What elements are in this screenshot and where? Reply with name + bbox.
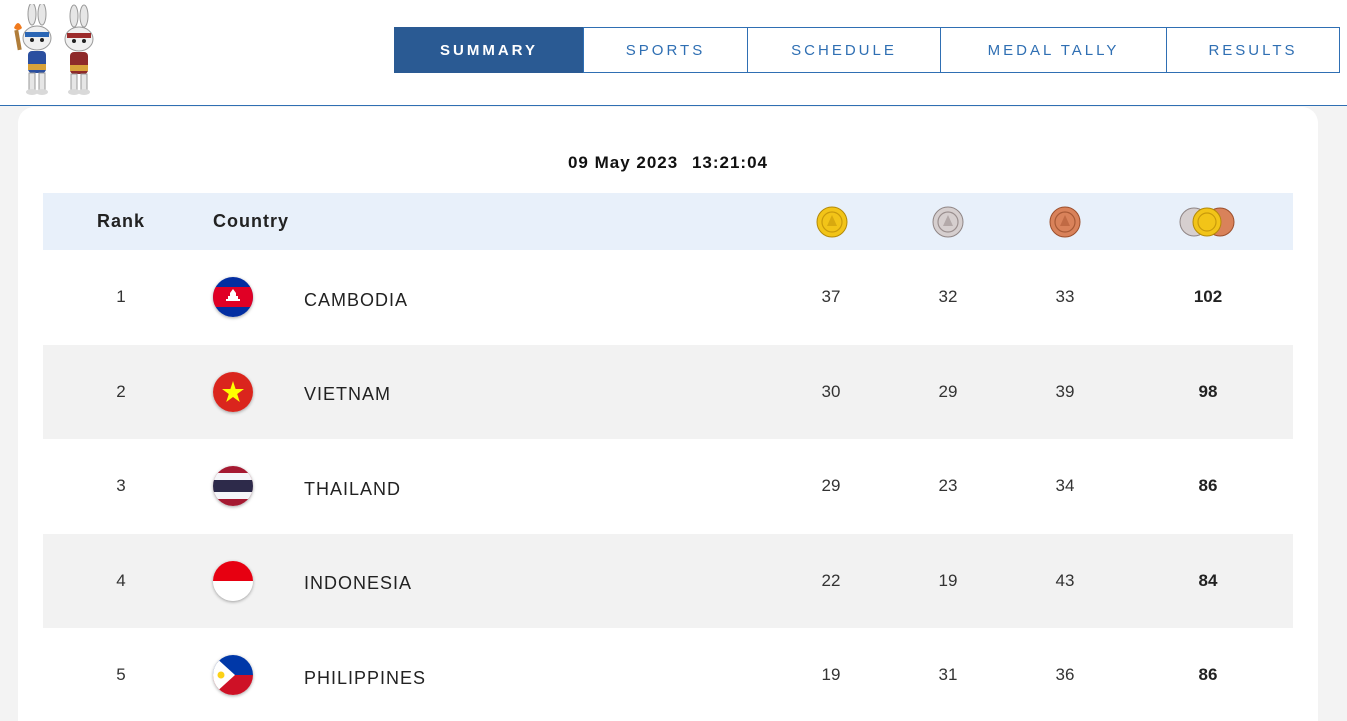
flag-cell [213, 345, 253, 440]
mascot-logo[interactable] [10, 2, 110, 96]
total-count: 102 [1193, 287, 1223, 307]
philippines-flag-icon [213, 655, 253, 696]
table-row[interactable]: 2 VIETNAM 30 29 39 98 [43, 344, 1293, 440]
medal-table: Rank Country 1 CAMBODIA 3 [43, 193, 1293, 721]
tab-results[interactable]: RESULTS [1166, 27, 1340, 73]
country-name[interactable]: PHILIPPINES [304, 667, 427, 688]
tab-summary[interactable]: SUMMARY [394, 27, 584, 73]
total-count: 98 [1198, 381, 1218, 401]
silver-count: 19 [938, 570, 958, 590]
rank-cell: 2 [116, 381, 126, 401]
gold-count: 37 [821, 287, 841, 307]
total-count: 86 [1198, 476, 1218, 496]
silver-count: 32 [938, 287, 958, 307]
bronze-count: 34 [1055, 476, 1075, 496]
tab-summary-label: SUMMARY [440, 41, 538, 59]
bronze-count: 39 [1055, 381, 1075, 401]
tab-medal-tally[interactable]: MEDAL TALLY [940, 27, 1167, 73]
rank-cell: 4 [116, 570, 126, 590]
timestamp-time: 13:21:04 [691, 153, 769, 172]
tab-sports-label: SPORTS [625, 41, 706, 59]
vietnam-flag-icon [213, 371, 253, 412]
bronze-medal-icon[interactable] [1049, 193, 1081, 250]
silver-count: 31 [938, 665, 958, 685]
flag-cell [213, 439, 253, 534]
silver-count: 23 [938, 476, 958, 496]
table-row[interactable]: 1 CAMBODIA 37 32 33 102 [43, 250, 1293, 345]
flag-cell [213, 534, 253, 629]
bronze-count: 33 [1055, 287, 1075, 307]
cambodia-flag-icon [213, 277, 253, 318]
total-medals-icon[interactable] [1178, 193, 1236, 250]
total-count: 86 [1198, 665, 1218, 685]
gold-count: 29 [821, 476, 841, 496]
site-header: SUMMARY SPORTS SCHEDULE MEDAL TALLY RESU… [0, 0, 1347, 106]
bronze-count: 36 [1055, 665, 1075, 685]
rank-cell: 5 [116, 665, 126, 685]
tab-results-label: RESULTS [1208, 41, 1298, 59]
medal-table-card: 09 May 2023 13:21:04 Rank Country 1 [18, 107, 1318, 721]
tab-schedule-label: SCHEDULE [791, 41, 897, 59]
table-row[interactable]: 3 THAILAND 29 23 34 86 [43, 439, 1293, 534]
rank-column-header[interactable]: Rank [96, 211, 145, 231]
silver-medal-icon[interactable] [932, 193, 964, 250]
thailand-flag-icon [213, 466, 253, 507]
country-name[interactable]: VIETNAM [304, 384, 392, 405]
rank-cell: 3 [116, 476, 126, 496]
country-column-header[interactable]: Country [213, 211, 289, 231]
table-row[interactable]: 5 PHILIPPINES 19 31 36 86 [43, 628, 1293, 721]
table-row[interactable]: 4 INDONESIA 22 19 43 84 [43, 533, 1293, 629]
flag-cell [213, 250, 253, 345]
bronze-count: 43 [1055, 570, 1075, 590]
table-header-row: Rank Country [43, 193, 1293, 250]
country-name[interactable]: THAILAND [304, 478, 402, 499]
tab-schedule[interactable]: SCHEDULE [747, 27, 941, 73]
gold-medal-icon[interactable] [816, 193, 848, 250]
total-count: 84 [1198, 570, 1218, 590]
gold-count: 19 [821, 665, 841, 685]
silver-count: 29 [938, 381, 958, 401]
country-name[interactable]: INDONESIA [304, 573, 413, 594]
tab-medal-tally-label: MEDAL TALLY [987, 41, 1120, 59]
gold-count: 22 [821, 570, 841, 590]
indonesia-flag-icon [213, 560, 253, 601]
tab-sports[interactable]: SPORTS [583, 27, 748, 73]
country-name[interactable]: CAMBODIA [304, 289, 409, 310]
main-nav: SUMMARY SPORTS SCHEDULE MEDAL TALLY RESU… [394, 27, 1340, 73]
rank-cell: 1 [116, 287, 126, 307]
gold-count: 30 [821, 381, 841, 401]
flag-cell [213, 628, 253, 721]
last-updated-timestamp: 09 May 2023 13:21:04 [18, 153, 1318, 173]
timestamp-date: 09 May 2023 [567, 153, 679, 172]
